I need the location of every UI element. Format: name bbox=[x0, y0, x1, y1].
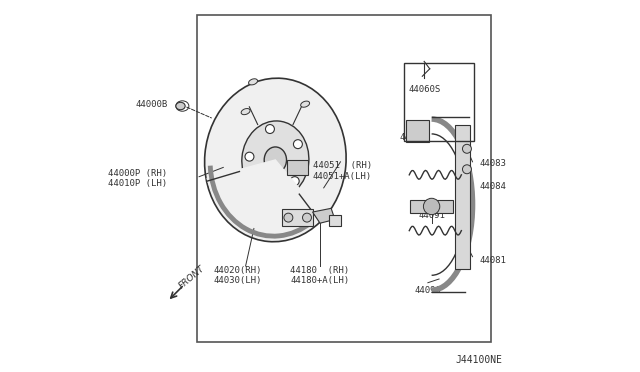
Ellipse shape bbox=[248, 79, 257, 85]
Circle shape bbox=[291, 177, 299, 186]
Text: 44081: 44081 bbox=[480, 256, 507, 265]
Circle shape bbox=[303, 213, 312, 222]
Text: 44060S: 44060S bbox=[408, 85, 440, 94]
Wedge shape bbox=[207, 160, 321, 231]
Circle shape bbox=[266, 125, 275, 134]
Ellipse shape bbox=[242, 121, 309, 199]
FancyBboxPatch shape bbox=[406, 120, 429, 142]
Circle shape bbox=[463, 165, 472, 174]
Text: 44000B: 44000B bbox=[135, 100, 168, 109]
Ellipse shape bbox=[301, 101, 310, 107]
FancyBboxPatch shape bbox=[454, 125, 470, 269]
Circle shape bbox=[294, 140, 302, 149]
FancyBboxPatch shape bbox=[328, 215, 341, 226]
Text: 44000P (RH)
44010P (LH): 44000P (RH) 44010P (LH) bbox=[108, 169, 168, 188]
Text: 44180  (RH)
44180+A(LH): 44180 (RH) 44180+A(LH) bbox=[291, 266, 349, 285]
Text: J44100NE: J44100NE bbox=[455, 355, 502, 365]
FancyBboxPatch shape bbox=[282, 209, 314, 226]
Text: FRONT: FRONT bbox=[177, 264, 206, 291]
Circle shape bbox=[284, 213, 293, 222]
Circle shape bbox=[463, 144, 472, 153]
Circle shape bbox=[245, 152, 254, 161]
Ellipse shape bbox=[176, 102, 185, 110]
Ellipse shape bbox=[264, 147, 287, 173]
Text: 44090: 44090 bbox=[415, 286, 442, 295]
Circle shape bbox=[260, 185, 269, 193]
Ellipse shape bbox=[205, 78, 346, 242]
Ellipse shape bbox=[241, 109, 250, 115]
Text: 44020(RH)
44030(LH): 44020(RH) 44030(LH) bbox=[214, 266, 262, 285]
FancyBboxPatch shape bbox=[197, 15, 491, 342]
Text: 44051  (RH)
44051+A(LH): 44051 (RH) 44051+A(LH) bbox=[313, 161, 372, 181]
Polygon shape bbox=[312, 208, 335, 223]
Text: 44091: 44091 bbox=[418, 211, 445, 220]
Text: 44200: 44200 bbox=[399, 133, 426, 142]
Text: 44084: 44084 bbox=[480, 182, 507, 190]
Circle shape bbox=[424, 198, 440, 215]
Text: 44083: 44083 bbox=[480, 159, 507, 168]
FancyBboxPatch shape bbox=[410, 200, 453, 213]
FancyBboxPatch shape bbox=[287, 160, 308, 175]
